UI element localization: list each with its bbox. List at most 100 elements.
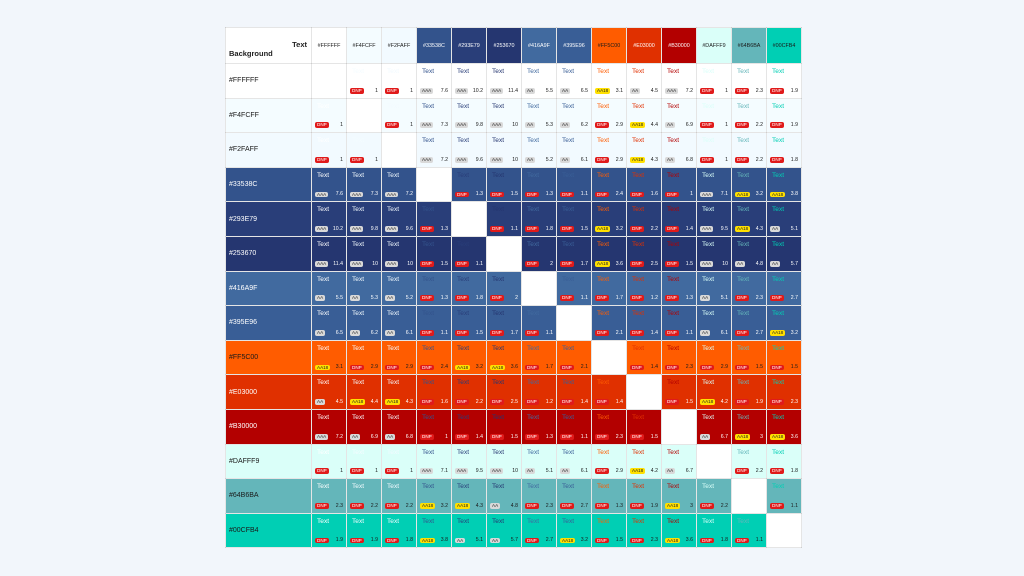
rating-badge: AA <box>700 433 711 440</box>
contrast-ratio: 2.4 <box>615 191 623 198</box>
contrast-cell: Text AAA 11.4 <box>311 235 347 272</box>
contrast-cell: Text DNP 2.2 <box>696 478 732 514</box>
rating-badge: AA18 <box>455 364 471 371</box>
sample-text: Text <box>387 483 400 491</box>
contrast-cell: Text DNP 2.2 <box>381 478 417 514</box>
contrast-cell: Text DNP 1.7 <box>521 339 557 376</box>
sample-text: Text <box>527 68 540 75</box>
contrast-ratio: 7.2 <box>335 433 343 440</box>
rating-badge: AA <box>490 537 501 544</box>
contrast-cell: Text AA 5.5 <box>521 63 557 99</box>
contrast-cell <box>486 235 522 272</box>
sample-text: Text <box>527 171 540 179</box>
contrast-ratio: 1.1 <box>685 329 693 336</box>
sample-text: Text <box>772 483 785 491</box>
sample-text: Text <box>317 102 330 110</box>
contrast-cell <box>521 270 557 307</box>
contrast-cell: Text DNP 1.5 <box>451 305 487 341</box>
contrast-ratio: 2.4 <box>440 364 448 371</box>
sample-text: Text <box>597 102 610 110</box>
sample-text: Text <box>457 275 470 283</box>
contrast-ratio: 1.8 <box>790 468 798 475</box>
grid-row: #253670 Text AAA 11.4 Text AAA 10 Text AAA 10 Text… <box>225 235 802 272</box>
contrast-cell: Text AAA 10 <box>486 132 522 168</box>
sample-text: Text <box>457 102 470 110</box>
contrast-cell: Text DNP 2.4 <box>416 339 452 376</box>
rating-badge: DNP <box>700 502 714 509</box>
contrast-ratio: 2.3 <box>335 502 343 509</box>
rating-badge: AA <box>665 468 676 475</box>
contrast-cell: Text AA18 4.3 <box>381 374 417 410</box>
rating-badge: DNP <box>350 468 364 475</box>
sample-text: Text <box>632 413 645 421</box>
contrast-ratio: 3.8 <box>440 537 448 544</box>
contrast-cell: Text DNP 1.1 <box>556 408 592 445</box>
rating-badge: AA18 <box>315 364 331 371</box>
contrast-ratio: 4.3 <box>650 156 658 163</box>
rating-badge: DNP <box>735 364 749 371</box>
sample-text: Text <box>772 137 785 145</box>
contrast-cell: Text AA 5.1 <box>696 270 732 307</box>
row-header: #FF5C00 <box>225 339 312 376</box>
corner-cell: Text Background <box>225 27 312 64</box>
contrast-ratio: 2.2 <box>755 122 763 129</box>
rating-badge: DNP <box>665 260 679 267</box>
rating-badge: AA <box>525 122 536 129</box>
rating-badge: AAA <box>455 87 469 94</box>
rating-badge: DNP <box>315 122 329 129</box>
sample-text: Text <box>492 102 505 110</box>
rating-badge: DNP <box>735 329 749 336</box>
contrast-cell: Text DNP 2 <box>486 270 522 307</box>
rating-badge: DNP <box>700 537 714 544</box>
row-header: #F2FAFF <box>225 132 312 168</box>
contrast-ratio: 6.5 <box>335 329 343 336</box>
sample-text: Text <box>702 413 715 421</box>
contrast-cell: Text DNP 1.3 <box>661 270 697 307</box>
contrast-cell: Text DNP 1.8 <box>696 512 732 549</box>
sample-text: Text <box>317 517 330 525</box>
background-axis-label: Background <box>229 49 273 58</box>
contrast-ratio: 1.2 <box>650 295 658 302</box>
sample-text: Text <box>457 137 470 145</box>
contrast-cell: Text AA 6.9 <box>661 97 697 134</box>
rating-badge: AA <box>525 468 536 475</box>
rating-badge: AA18 <box>770 433 786 440</box>
contrast-ratio: 1.9 <box>650 502 658 509</box>
sample-text: Text <box>422 517 435 525</box>
grid-row: #FFFFFF Text DNP 1 Text DNP 1 Text AAA 7.6 Text AAA… <box>225 63 802 99</box>
contrast-cell: Text DNP 2.2 <box>731 97 767 134</box>
sample-text: Text <box>667 68 680 75</box>
row-header: #416A9F <box>225 270 312 307</box>
contrast-ratio: 4.5 <box>650 87 658 94</box>
contrast-cell: Text AAA 10 <box>696 235 732 272</box>
header-row: Text Background #FFFFFF #F4FCFF #F2FAFF #33… <box>225 27 802 64</box>
sample-text: Text <box>632 448 645 456</box>
contrast-ratio: 1 <box>375 156 378 163</box>
contrast-cell: Text AA18 4.4 <box>346 374 382 410</box>
rating-badge: AA <box>350 433 361 440</box>
row-header: #DAFFF9 <box>225 443 312 480</box>
grid-row: #DAFFF9 Text DNP 1 Text DNP 1 Text DNP 1 Text AAA 7.… <box>225 443 802 480</box>
contrast-cell: Text DNP 1.3 <box>521 166 557 203</box>
contrast-ratio: 2.2 <box>755 156 763 163</box>
contrast-cell: Text DNP 2.7 <box>556 478 592 514</box>
contrast-ratio: 5.7 <box>510 537 518 544</box>
rating-badge: DNP <box>525 260 539 267</box>
contrast-ratio: 1.5 <box>650 433 658 440</box>
sample-text: Text <box>737 517 750 525</box>
rating-badge: AAA <box>420 468 434 475</box>
rating-badge: DNP <box>420 433 434 440</box>
rating-badge: AA18 <box>630 122 646 129</box>
rating-badge: AA <box>350 329 361 336</box>
sample-text: Text <box>422 102 435 110</box>
row-header: #33538C <box>225 166 312 203</box>
sample-text: Text <box>772 344 785 352</box>
contrast-ratio: 2.3 <box>615 433 623 440</box>
contrast-cell: Text DNP 2.2 <box>346 478 382 514</box>
rating-badge: DNP <box>525 537 539 544</box>
contrast-cell: Text AA18 3 <box>731 408 767 445</box>
sample-text: Text <box>422 68 435 75</box>
rating-badge: AA <box>770 260 781 267</box>
contrast-cell: Text DNP 1.1 <box>521 305 557 341</box>
sample-text: Text <box>387 68 400 75</box>
